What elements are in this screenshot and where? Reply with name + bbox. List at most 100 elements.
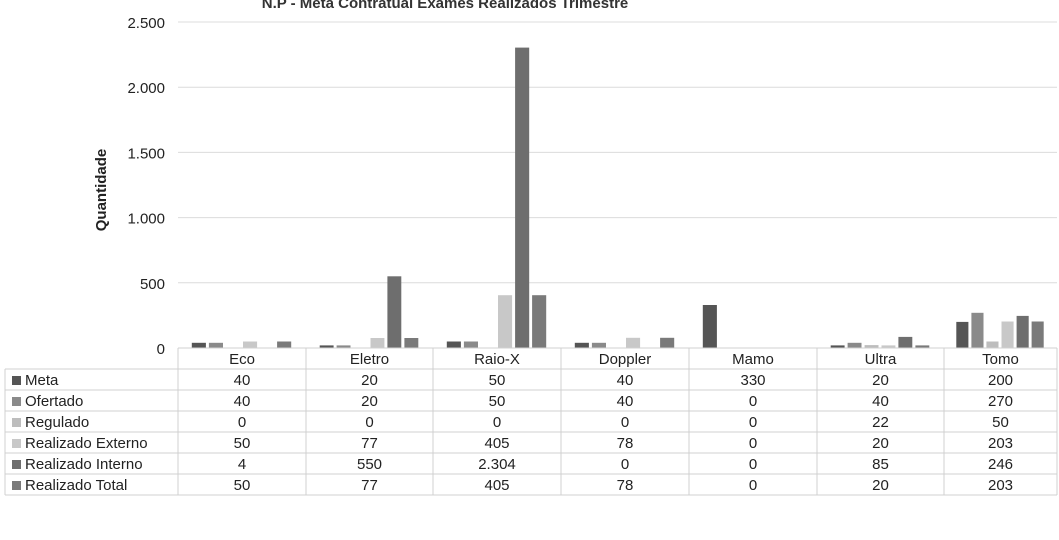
data-label: 50: [234, 477, 251, 494]
y-tick-label: 0: [157, 341, 165, 358]
data-label: 40: [234, 372, 251, 389]
bar: [404, 338, 419, 348]
legend-swatch: [12, 418, 21, 427]
data-label: 0: [749, 435, 757, 452]
bar: [702, 305, 717, 348]
data-label: 0: [621, 414, 629, 431]
data-label: 203: [988, 477, 1013, 494]
data-label: 405: [484, 435, 509, 452]
bar: [1031, 321, 1044, 348]
data-label: 50: [234, 435, 251, 452]
bar: [847, 342, 862, 348]
data-label: 0: [365, 414, 373, 431]
bar: [387, 276, 402, 348]
bar: [626, 337, 641, 348]
category-label: Raio-X: [474, 351, 520, 368]
bar: [986, 341, 999, 348]
legend-label: Realizado Interno: [25, 456, 143, 473]
bar: [515, 47, 530, 348]
data-label: 20: [361, 393, 378, 410]
data-label: 40: [617, 393, 634, 410]
data-label: 77: [361, 477, 378, 494]
chart-title: N.P - Meta Contratual Exames Realizados …: [262, 0, 629, 12]
data-label: 50: [992, 414, 1009, 431]
bar: [898, 336, 913, 348]
data-label: 330: [740, 372, 765, 389]
category-label: Ultra: [865, 351, 897, 368]
bar: [830, 345, 845, 348]
data-label: 4: [238, 456, 246, 473]
data-label: 85: [872, 456, 889, 473]
data-label: 0: [749, 477, 757, 494]
bar: [971, 312, 984, 348]
data-label: 203: [988, 435, 1013, 452]
data-label: 405: [484, 477, 509, 494]
bar: [370, 338, 385, 348]
bar: [574, 342, 589, 348]
data-label: 0: [749, 414, 757, 431]
category-label: Tomo: [982, 351, 1019, 368]
y-tick-label: 1.500: [127, 145, 165, 162]
data-label: 77: [361, 435, 378, 452]
category-label: Mamo: [732, 351, 774, 368]
legend-swatch: [12, 397, 21, 406]
bar: [208, 342, 223, 348]
bar: [446, 341, 461, 348]
bar: [956, 321, 969, 348]
data-label: 270: [988, 393, 1013, 410]
legend-swatch: [12, 376, 21, 385]
y-tick-label: 2.500: [127, 15, 165, 32]
bar: [319, 345, 334, 348]
bar: [463, 341, 478, 348]
legend-label: Regulado: [25, 414, 89, 431]
data-label: 550: [357, 456, 382, 473]
category-label: Doppler: [599, 351, 652, 368]
data-label: 0: [493, 414, 501, 431]
data-label: 20: [361, 372, 378, 389]
bar: [660, 337, 675, 348]
y-axis-title: Quantidade: [93, 149, 110, 232]
bar: [191, 342, 206, 348]
bar: [591, 342, 606, 348]
bar: [336, 345, 351, 348]
bar: [1016, 315, 1029, 348]
y-tick-label: 1.000: [127, 211, 165, 228]
legend-label: Realizado Externo: [25, 435, 148, 452]
legend-label: Meta: [25, 372, 59, 389]
legend-label: Ofertado: [25, 393, 83, 410]
bar: [277, 341, 292, 348]
category-label: Eletro: [350, 351, 389, 368]
bar: [864, 345, 879, 348]
y-tick-label: 2.000: [127, 80, 165, 97]
data-label: 20: [872, 477, 889, 494]
data-label: 200: [988, 372, 1013, 389]
bar: [498, 295, 513, 348]
y-tick-label: 500: [140, 276, 165, 293]
bar: [243, 341, 258, 348]
legend-swatch: [12, 460, 21, 469]
bar: [915, 345, 930, 348]
legend-swatch: [12, 439, 21, 448]
data-label: 40: [234, 393, 251, 410]
data-label: 50: [489, 393, 506, 410]
data-label: 20: [872, 372, 889, 389]
data-label: 50: [489, 372, 506, 389]
data-label: 246: [988, 456, 1013, 473]
data-label: 40: [617, 372, 634, 389]
data-label: 78: [617, 477, 634, 494]
legend-label: Realizado Total: [25, 477, 127, 494]
data-label: 0: [238, 414, 246, 431]
data-label: 20: [872, 435, 889, 452]
bar: [532, 295, 547, 348]
data-label: 0: [749, 393, 757, 410]
bar: [881, 345, 896, 348]
legend-swatch: [12, 481, 21, 490]
bar: [1001, 321, 1014, 348]
data-label: 78: [617, 435, 634, 452]
data-label: 2.304: [478, 456, 516, 473]
data-label: 40: [872, 393, 889, 410]
data-label: 0: [621, 456, 629, 473]
category-label: Eco: [229, 351, 255, 368]
